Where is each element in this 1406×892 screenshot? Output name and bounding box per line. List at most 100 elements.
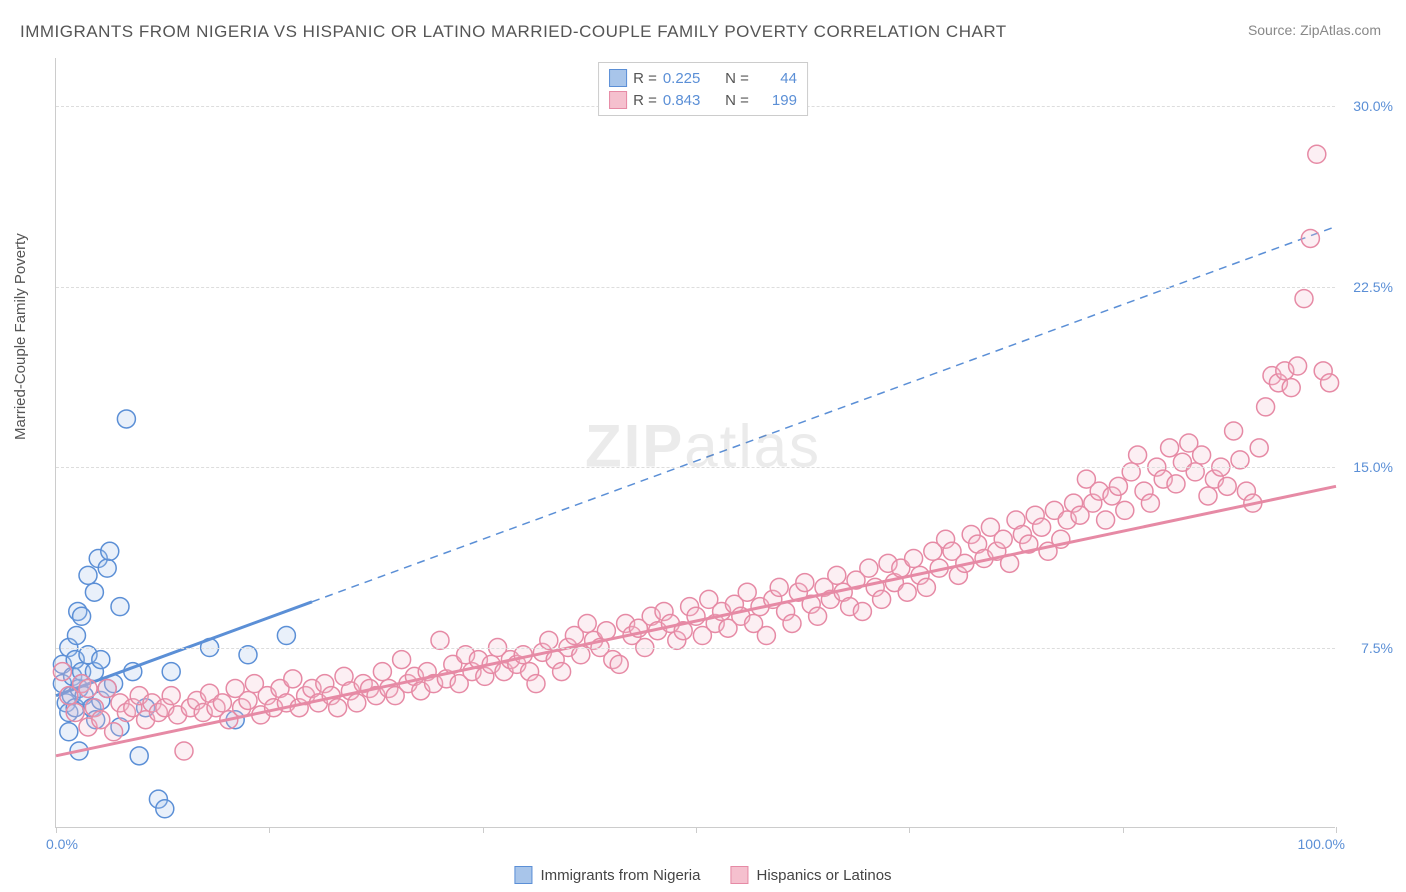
scatter-point-nigeria: [98, 559, 116, 577]
scatter-point-hispanic: [1308, 145, 1326, 163]
legend-swatch-icon: [514, 866, 532, 884]
chart-title: IMMIGRANTS FROM NIGERIA VS HISPANIC OR L…: [20, 22, 1007, 42]
x-tick: [56, 827, 57, 833]
scatter-point-hispanic: [1250, 439, 1268, 457]
scatter-point-hispanic: [162, 687, 180, 705]
legend-item-nigeria: Immigrants from Nigeria: [514, 866, 700, 884]
scatter-point-hispanic: [373, 663, 391, 681]
scatter-point-nigeria: [85, 583, 103, 601]
scatter-point-hispanic: [1295, 290, 1313, 308]
scatter-point-hispanic: [917, 578, 935, 596]
scatter-point-hispanic: [1186, 463, 1204, 481]
scatter-point-hispanic: [770, 578, 788, 596]
scatter-point-hispanic: [1257, 398, 1275, 416]
scatter-point-hispanic: [1129, 446, 1147, 464]
legend-n-label: N =: [725, 92, 749, 109]
scatter-point-hispanic: [329, 699, 347, 717]
legend-row-nigeria: R =0.225 N =44: [609, 67, 797, 89]
scatter-point-hispanic: [905, 550, 923, 568]
scatter-point-nigeria: [67, 627, 85, 645]
plot-area: 0.0% 100.0% 7.5%15.0%22.5%30.0%: [55, 58, 1335, 828]
scatter-point-hispanic: [597, 622, 615, 640]
scatter-point-hispanic: [1141, 494, 1159, 512]
scatter-point-hispanic: [994, 530, 1012, 548]
gridline: [56, 648, 1335, 649]
y-tick-label: 7.5%: [1361, 640, 1393, 656]
plot-svg: [56, 58, 1335, 827]
scatter-point-hispanic: [1109, 477, 1127, 495]
legend-series-label: Immigrants from Nigeria: [540, 867, 700, 884]
scatter-point-hispanic: [1225, 422, 1243, 440]
x-tick: [1123, 827, 1124, 833]
legend-n-label: N =: [725, 70, 749, 87]
legend-swatch-icon: [609, 69, 627, 87]
legend-n-value: 199: [755, 92, 797, 109]
scatter-point-nigeria: [101, 542, 119, 560]
legend-r-label: R =: [633, 92, 657, 109]
scatter-point-hispanic: [213, 694, 231, 712]
legend-swatch-icon: [730, 866, 748, 884]
legend-item-hispanic: Hispanics or Latinos: [730, 866, 891, 884]
x-tick: [269, 827, 270, 833]
scatter-point-hispanic: [809, 607, 827, 625]
scatter-point-hispanic: [796, 574, 814, 592]
scatter-point-nigeria: [117, 410, 135, 428]
legend-r-value: 0.843: [663, 92, 705, 109]
scatter-point-hispanic: [1282, 379, 1300, 397]
trendline-hispanic: [56, 486, 1336, 756]
scatter-point-nigeria: [130, 747, 148, 765]
scatter-point-hispanic: [105, 723, 123, 741]
scatter-point-hispanic: [610, 655, 628, 673]
scatter-point-hispanic: [1161, 439, 1179, 457]
scatter-point-hispanic: [1167, 475, 1185, 493]
legend-swatch-icon: [609, 91, 627, 109]
scatter-point-hispanic: [578, 614, 596, 632]
y-tick-label: 22.5%: [1353, 279, 1393, 295]
scatter-point-hispanic: [1097, 511, 1115, 529]
legend-n-value: 44: [755, 70, 797, 87]
scatter-point-hispanic: [757, 627, 775, 645]
scatter-point-hispanic: [1289, 357, 1307, 375]
scatter-point-hispanic: [175, 742, 193, 760]
scatter-point-hispanic: [284, 670, 302, 688]
gridline: [56, 467, 1335, 468]
gridline: [56, 287, 1335, 288]
scatter-point-hispanic: [348, 694, 366, 712]
scatter-point-hispanic: [98, 679, 116, 697]
legend-r-value: 0.225: [663, 70, 705, 87]
scatter-point-hispanic: [1218, 477, 1236, 495]
legend-row-hispanic: R = 0.843 N = 199: [609, 89, 797, 111]
scatter-point-hispanic: [1301, 229, 1319, 247]
scatter-point-hispanic: [1321, 374, 1339, 392]
scatter-point-hispanic: [553, 663, 571, 681]
x-tick: [1336, 827, 1337, 833]
legend-series: Immigrants from Nigeria Hispanics or Lati…: [514, 866, 891, 884]
scatter-point-hispanic: [1122, 463, 1140, 481]
x-tick-max: 100.0%: [1298, 836, 1345, 852]
y-axis-label: Married-Couple Family Poverty: [12, 233, 29, 440]
scatter-point-hispanic: [66, 704, 84, 722]
scatter-point-hispanic: [860, 559, 878, 577]
scatter-point-hispanic: [828, 566, 846, 584]
x-tick-min: 0.0%: [46, 836, 78, 852]
legend-correlation: R = 0.225 N = 44 R = 0.843 N = 199: [598, 62, 808, 116]
scatter-point-hispanic: [898, 583, 916, 601]
legend-series-label: Hispanics or Latinos: [756, 867, 891, 884]
scatter-point-hispanic: [1033, 518, 1051, 536]
scatter-point-hispanic: [53, 663, 71, 681]
scatter-point-hispanic: [393, 651, 411, 669]
scatter-point-nigeria: [156, 800, 174, 818]
scatter-point-hispanic: [79, 679, 97, 697]
scatter-point-hispanic: [853, 602, 871, 620]
x-tick: [909, 827, 910, 833]
scatter-point-hispanic: [873, 590, 891, 608]
scatter-point-hispanic: [239, 691, 257, 709]
scatter-point-nigeria: [92, 651, 110, 669]
chart-container: IMMIGRANTS FROM NIGERIA VS HISPANIC OR L…: [0, 0, 1406, 892]
scatter-point-nigeria: [73, 607, 91, 625]
scatter-point-hispanic: [1199, 487, 1217, 505]
scatter-point-nigeria: [277, 627, 295, 645]
scatter-point-hispanic: [1193, 446, 1211, 464]
scatter-point-nigeria: [79, 566, 97, 584]
x-tick: [696, 827, 697, 833]
